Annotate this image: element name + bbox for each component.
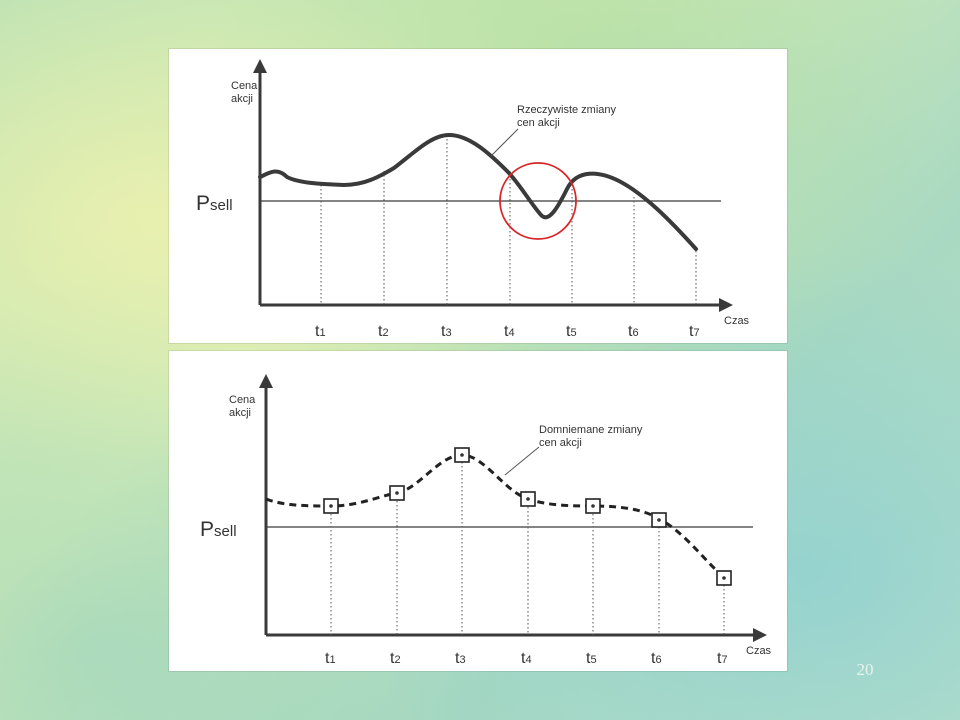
y-axis-label-line1: Cena xyxy=(231,80,258,92)
actual-price-chart-panel: Cena akcji Psell Rzeczywiste zmiany cen … xyxy=(169,49,787,343)
marker-t5-dot xyxy=(591,504,595,508)
time-guides xyxy=(320,135,697,305)
marker-t1-dot xyxy=(329,504,333,508)
annotation-leader xyxy=(504,446,540,476)
time-tick-labels: t1 t2 t3 t4 t5 t6 t7 xyxy=(325,650,728,667)
presumed-price-chart-panel: Cena akcji Psell xyxy=(169,351,787,671)
annotation-line2: cen akcji xyxy=(539,437,582,449)
slide-page-number: 20 xyxy=(856,660,874,679)
tick-t7: t7 xyxy=(689,323,700,340)
actual-price-chart: Cena akcji Psell Rzeczywiste zmiany cen … xyxy=(196,59,750,340)
tick-t1: t1 xyxy=(325,650,336,667)
tick-t4: t4 xyxy=(521,650,532,667)
annotation-leader xyxy=(490,128,519,157)
psell-label: Psell xyxy=(196,192,233,215)
tick-t1: t1 xyxy=(315,323,326,340)
tick-t7: t7 xyxy=(717,650,728,667)
actual-price-curve xyxy=(258,132,698,251)
marker-t7-dot xyxy=(722,576,726,580)
y-axis-label-line2: akcji xyxy=(229,407,251,419)
y-axis-arrow xyxy=(259,374,273,388)
annotation-line1: Rzeczywiste zmiany xyxy=(517,104,617,116)
tick-t5: t5 xyxy=(566,323,577,340)
marker-t6-dot xyxy=(657,518,661,522)
sample-markers xyxy=(323,447,732,586)
presumed-price-chart: Cena akcji Psell xyxy=(200,374,772,667)
marker-t3-dot xyxy=(460,453,464,457)
tick-t3: t3 xyxy=(455,650,466,667)
tick-t5: t5 xyxy=(586,650,597,667)
y-axis-label-line2: akcji xyxy=(231,93,253,105)
marker-t4-dot xyxy=(526,497,530,501)
tick-t6: t6 xyxy=(628,323,639,340)
tick-t2: t2 xyxy=(378,323,389,340)
x-axis-label: Czas xyxy=(724,315,750,327)
time-tick-labels: t1 t2 t3 t4 t5 t6 t7 xyxy=(315,323,700,340)
x-axis-label: Czas xyxy=(746,645,772,657)
annotation-line1: Domniemane zmiany xyxy=(539,424,643,436)
x-axis-arrow xyxy=(719,298,733,312)
y-axis-label-line1: Cena xyxy=(229,394,256,406)
time-guides xyxy=(330,462,725,635)
psell-label: Psell xyxy=(200,518,237,541)
tick-t2: t2 xyxy=(390,650,401,667)
dip-highlight-circle xyxy=(499,162,577,240)
marker-t2-dot xyxy=(395,491,399,495)
tick-t3: t3 xyxy=(441,323,452,340)
tick-t4: t4 xyxy=(504,323,515,340)
tick-t6: t6 xyxy=(651,650,662,667)
annotation-line2: cen akcji xyxy=(517,117,560,129)
x-axis-arrow xyxy=(753,628,767,642)
y-axis-arrow xyxy=(253,59,267,73)
